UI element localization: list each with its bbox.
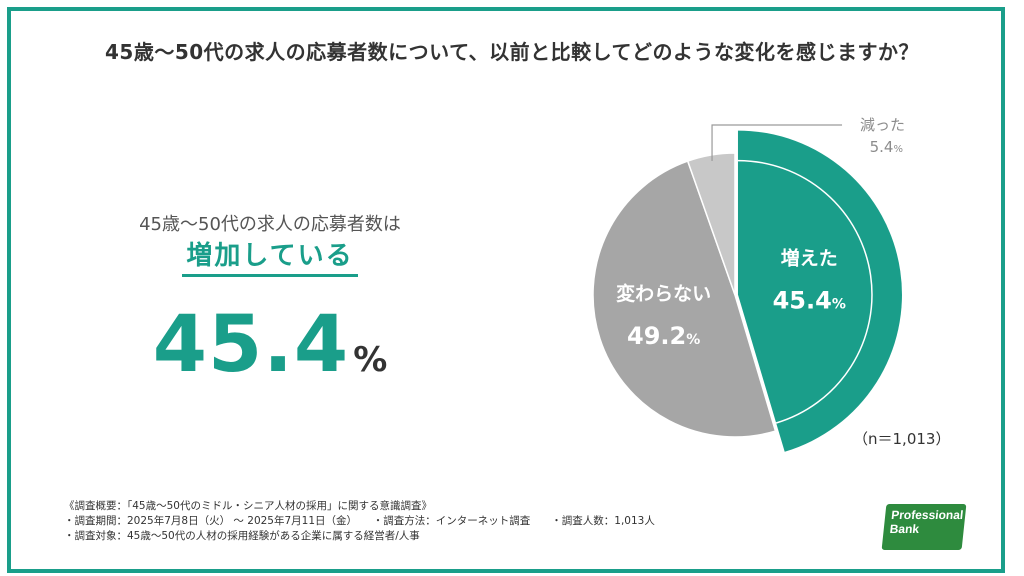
pie-unit-decreased: %: [893, 144, 903, 155]
logo-line1: Professional: [890, 508, 965, 522]
professional-bank-logo: Professional Bank: [881, 504, 967, 550]
summary-headline: 増加している: [182, 235, 358, 277]
pie-label-unchanged: 変わらない: [616, 282, 711, 305]
pie-unit-increased: %: [832, 296, 846, 312]
chart-title: 45歳〜50代の求人の応募者数について、以前と比較してどのような変化を感じますか…: [105, 40, 919, 64]
survey-note-period: ・調査期間：2025年7月8日（火） 〜 2025年7月11日（金） ・調査方法…: [64, 515, 655, 527]
sample-size-label: （n＝1,013）: [853, 430, 951, 448]
summary-value: 45.4: [152, 300, 350, 390]
survey-note-target: ・調査対象：45歳〜50代の人材の採用経験がある企業に属する経営者/人事: [64, 530, 420, 542]
pie-slice-increased: [737, 130, 902, 452]
survey-note-title: 《調査概要：「45歳〜50代のミドル・シニア人材の採用」に関する意識調査》: [64, 500, 432, 512]
summary-unit: %: [353, 340, 388, 380]
pie-value-decreased: 5.4%: [870, 138, 903, 156]
pie-slice-unchanged: [592, 160, 777, 438]
summary-value-wrap: 45.4%: [100, 300, 440, 390]
pie-leader-decreased: [711, 124, 843, 161]
logo-line2: Bank: [889, 522, 920, 536]
pie-label-increased: 増えた: [781, 246, 838, 269]
frame-border: [7, 7, 1005, 573]
summary-headline-wrap: 増加している: [100, 235, 440, 277]
pie-label-decreased: 減った: [860, 116, 905, 134]
pie-slice-decreased: [686, 152, 736, 296]
pie-unit-unchanged: %: [686, 332, 700, 348]
pie-slice-increased-rim: [737, 159, 873, 424]
summary-lead: 45歳〜50代の求人の応募者数は: [139, 214, 401, 235]
survey-notes: 《調査概要：「45歳〜50代のミドル・シニア人材の採用」に関する意識調査》 ・調査…: [64, 499, 655, 544]
